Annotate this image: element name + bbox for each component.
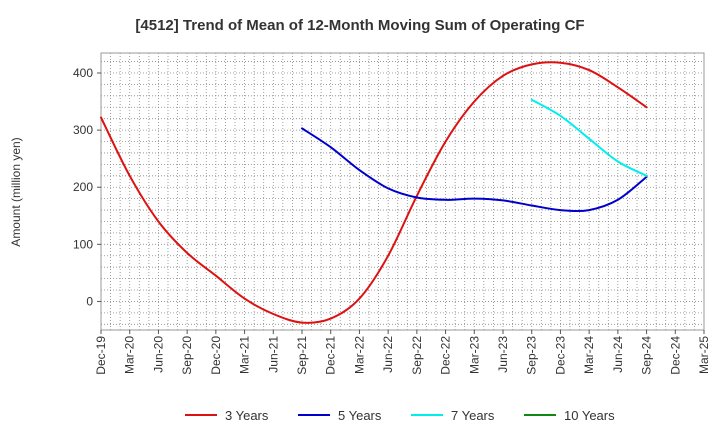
grid bbox=[101, 53, 704, 330]
x-tick-label: Dec-24 bbox=[668, 336, 682, 375]
y-axis-title: Amount (million yen) bbox=[9, 137, 23, 246]
x-tick-label: Jun-23 bbox=[496, 336, 510, 373]
chart-title: [4512] Trend of Mean of 12-Month Moving … bbox=[135, 17, 584, 34]
x-tick-label: Sep-23 bbox=[525, 336, 539, 375]
x-tick-label: Mar-25 bbox=[697, 336, 711, 374]
x-tick-label: Dec-20 bbox=[209, 336, 223, 375]
x-tick-label: Sep-24 bbox=[640, 336, 654, 375]
y-tick-label: 100 bbox=[73, 237, 93, 251]
series-line-7-years bbox=[530, 98, 648, 177]
x-tick-label: Jun-22 bbox=[381, 336, 395, 373]
legend: 3 Years 5 Years 7 Years 10 Years bbox=[185, 408, 615, 423]
series-layer bbox=[100, 61, 648, 324]
x-tick-label: Jun-20 bbox=[151, 336, 165, 373]
x-axis: Dec-19 Mar-20 Jun-20 Sep-20 Dec-20 Mar-21 Jun-… bbox=[94, 330, 711, 375]
x-tick-label: Sep-20 bbox=[180, 336, 194, 375]
x-tick-label: Dec-21 bbox=[324, 336, 338, 375]
x-tick-label: Jun-21 bbox=[266, 336, 280, 373]
x-tick-label: Dec-22 bbox=[439, 336, 453, 375]
y-tick-label: 400 bbox=[73, 66, 93, 80]
x-tick-label: Dec-23 bbox=[553, 336, 567, 375]
x-tick-label: Mar-22 bbox=[352, 336, 366, 374]
x-tick-label: Mar-20 bbox=[123, 336, 137, 374]
x-tick-label: Mar-21 bbox=[238, 336, 252, 374]
series-line-3-years bbox=[100, 61, 648, 324]
legend-label: 5 Years bbox=[338, 408, 382, 423]
y-axis: 0 100 200 300 400 bbox=[73, 66, 101, 308]
x-tick-label: Dec-19 bbox=[94, 336, 108, 375]
x-tick-label: Jun-24 bbox=[611, 336, 625, 373]
y-tick-label: 0 bbox=[86, 294, 93, 308]
x-tick-label: Mar-24 bbox=[582, 336, 596, 374]
legend-label: 10 Years bbox=[564, 408, 615, 423]
y-tick-label: 200 bbox=[73, 180, 93, 194]
y-tick-label: 300 bbox=[73, 123, 93, 137]
legend-label: 3 Years bbox=[225, 408, 269, 423]
legend-label: 7 Years bbox=[451, 408, 495, 423]
series-line-5-years bbox=[301, 127, 648, 213]
plot-area bbox=[100, 52, 705, 331]
x-tick-label: Mar-23 bbox=[467, 336, 481, 374]
x-tick-label: Sep-22 bbox=[410, 336, 424, 375]
x-tick-label: Sep-21 bbox=[295, 336, 309, 375]
